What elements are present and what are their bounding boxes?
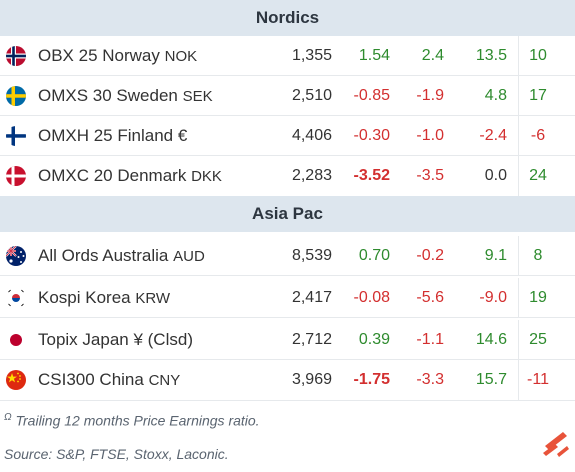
currency-label: €: [177, 126, 188, 145]
section-header-nordics: Nordics: [0, 0, 575, 36]
currency-label: DKK: [191, 168, 222, 185]
day-change: -1.75: [353, 371, 390, 388]
section-title: Nordics: [255, 8, 320, 27]
footnote: Ω Trailing 12 months Price Earnings rati…: [4, 412, 260, 429]
section-title: Asia Pac: [252, 204, 323, 223]
table-row: CSI300 China CNY 3,969 -1.75 -3.3 15.7 -…: [0, 360, 575, 400]
day-change: 0.39: [358, 331, 390, 348]
day-change: -0.08: [353, 289, 390, 306]
table-row: OMXH 25 Finland € 4,406 -0.30 -1.0 -2.4 …: [0, 116, 575, 156]
sweden-flag-icon: [6, 86, 26, 106]
currency-label: CNY: [148, 372, 181, 389]
currency-label: SEK: [182, 88, 213, 105]
index-name: OBX 25 Norway NOK: [38, 46, 198, 65]
finland-flag-icon: [6, 126, 26, 146]
change-col-2: -3.3: [416, 371, 444, 388]
last-value: 2,283: [291, 167, 332, 184]
denmark-flag-icon: [6, 166, 26, 186]
index-name: OMXS 30 Sweden SEK: [38, 86, 213, 105]
change-col-3: 4.8: [484, 87, 507, 104]
currency-label: KRW: [135, 290, 171, 307]
currency-label: NOK: [164, 48, 198, 65]
index-name: Topix Japan ¥ (Clsd): [38, 330, 193, 349]
last-value: 2,417: [291, 289, 332, 306]
change-col-2: -1.9: [416, 87, 444, 104]
index-name: CSI300 China CNY: [38, 370, 181, 389]
change-col-3: 0.0: [484, 167, 507, 184]
index-name: Kospi Korea KRW: [38, 288, 171, 307]
currency-label: ¥ (Clsd): [133, 330, 193, 349]
column-divider: [518, 360, 519, 400]
day-change: -0.85: [353, 87, 390, 104]
table-row: OMXC 20 Denmark DKK 2,283 -3.52 -3.5 0.0…: [0, 156, 575, 196]
day-change: 0.70: [358, 247, 390, 264]
change-col-3: -2.4: [479, 127, 507, 144]
change-col-3: -9.0: [479, 289, 507, 306]
change-col-2: -3.5: [416, 167, 444, 184]
change-col-3: 9.1: [484, 247, 507, 264]
change-col-2: -1.1: [416, 331, 444, 348]
column-divider: [518, 116, 519, 156]
index-name: OMXH 25 Finland €: [38, 126, 188, 145]
change-col-3: 14.6: [475, 331, 507, 348]
change-col-2: -5.6: [416, 289, 444, 306]
pe-ratio: 8: [533, 247, 543, 264]
change-col-2: 2.4: [421, 47, 444, 64]
change-col-2: -0.2: [416, 247, 444, 264]
pe-ratio: 24: [529, 167, 547, 184]
pe-ratio: 19: [529, 289, 547, 306]
day-change: 1.54: [358, 47, 390, 64]
footnote-marker: Ω: [4, 412, 12, 423]
footer-divider: [0, 400, 575, 401]
laconic-logo-icon: [541, 426, 571, 458]
index-name: All Ords Australia AUD: [38, 246, 205, 265]
footnote-text: Trailing 12 months Price Earnings ratio.: [15, 412, 260, 429]
source-note: Source: S&P, FTSE, Stoxx, Laconic.: [4, 446, 229, 462]
pe-ratio: -6: [530, 127, 546, 144]
change-col-2: -1.0: [416, 127, 444, 144]
table-row: OMXS 30 Sweden SEK 2,510 -0.85 -1.9 4.8 …: [0, 76, 575, 116]
change-col-3: 13.5: [475, 47, 507, 64]
pe-ratio: 10: [529, 47, 547, 64]
column-divider: [518, 76, 519, 116]
table-row: All Ords Australia AUD 8,539 0.70 -0.2 9…: [0, 236, 575, 276]
pe-ratio: 17: [529, 87, 547, 104]
norway-flag-icon: [6, 46, 26, 66]
table-row: OBX 25 Norway NOK 1,355 1.54 2.4 13.5 10: [0, 36, 575, 76]
last-value: 4,406: [291, 127, 332, 144]
last-value: 1,355: [291, 47, 332, 64]
korea-flag-icon: [6, 288, 26, 308]
pe-ratio: -11: [527, 371, 549, 388]
column-divider: [518, 320, 519, 360]
section-header-asia-pac: Asia Pac: [0, 196, 575, 232]
day-change: -3.52: [353, 167, 390, 184]
pe-ratio: 25: [529, 331, 547, 348]
table-row: Kospi Korea KRW 2,417 -0.08 -5.6 -9.0 19: [0, 278, 575, 318]
column-divider: [518, 156, 519, 196]
japan-flag-icon: [6, 330, 26, 350]
last-value: 8,539: [291, 247, 332, 264]
australia-flag-icon: [6, 246, 26, 266]
last-value: 2,510: [291, 87, 332, 104]
last-value: 3,969: [291, 371, 332, 388]
table-row: Topix Japan ¥ (Clsd) 2,712 0.39 -1.1 14.…: [0, 320, 575, 360]
change-col-3: 15.7: [475, 371, 507, 388]
column-divider: [518, 36, 519, 76]
column-divider: [518, 278, 519, 318]
last-value: 2,712: [291, 331, 332, 348]
currency-label: AUD: [173, 248, 205, 265]
index-name: OMXC 20 Denmark DKK: [38, 166, 222, 185]
day-change: -0.30: [353, 127, 390, 144]
column-divider: [518, 236, 519, 276]
china-flag-icon: [6, 370, 26, 390]
